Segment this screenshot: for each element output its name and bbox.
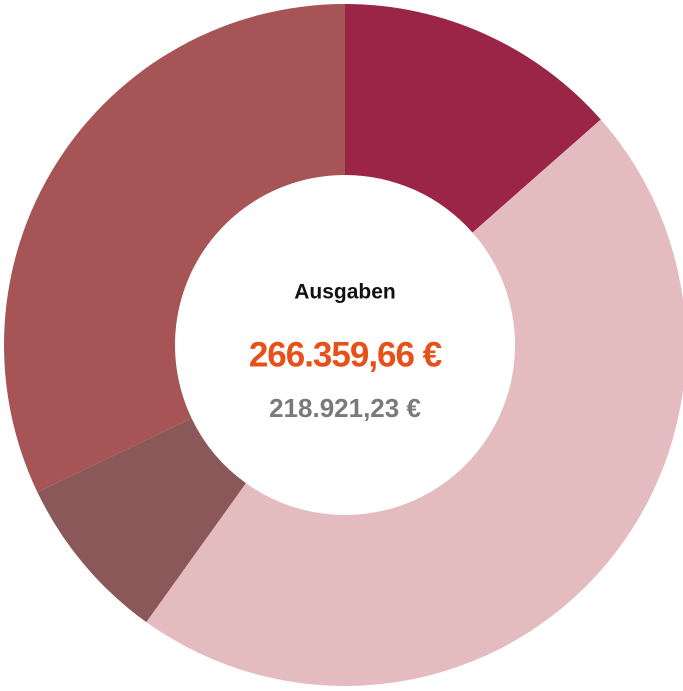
donut-slice — [146, 119, 683, 686]
center-value: 266.359,66 € — [249, 335, 442, 374]
donut-slice — [3, 4, 345, 493]
center-title: Ausgaben — [294, 281, 396, 304]
donut — [3, 4, 683, 686]
donut-slice — [37, 418, 246, 623]
donut-slice — [345, 4, 601, 233]
center-subvalue: 218.921,23 € — [269, 393, 421, 423]
